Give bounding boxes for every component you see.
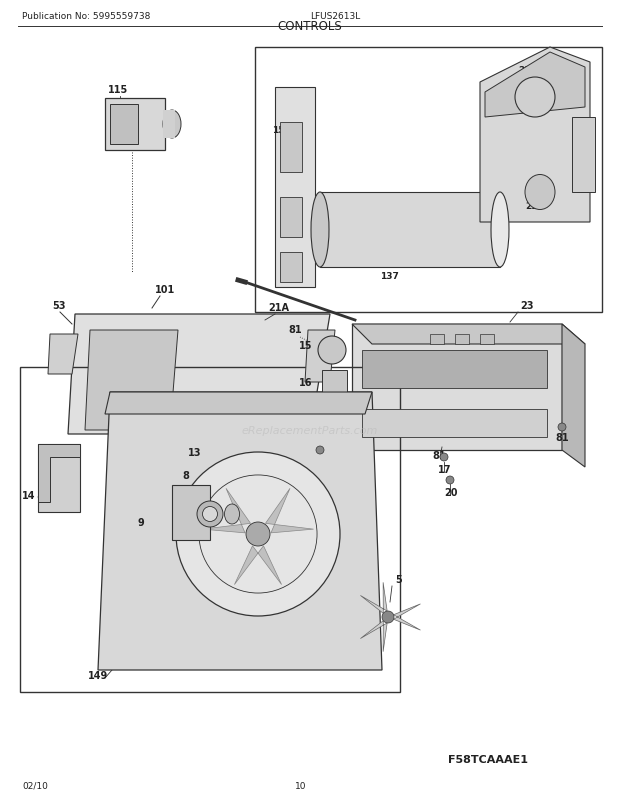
Polygon shape [480, 48, 590, 223]
Ellipse shape [163, 111, 181, 139]
Circle shape [446, 476, 454, 484]
Text: 17: 17 [438, 464, 451, 475]
Ellipse shape [203, 507, 218, 522]
Text: 210: 210 [525, 202, 544, 211]
Text: Publication No: 5995559738: Publication No: 5995559738 [22, 12, 151, 21]
Polygon shape [105, 392, 372, 415]
Text: 02/10: 02/10 [22, 781, 48, 790]
Polygon shape [234, 546, 281, 585]
Circle shape [176, 452, 340, 616]
Bar [110, 105, 138, 145]
Bar [320, 192, 500, 268]
Polygon shape [360, 582, 387, 614]
Text: 151: 151 [272, 126, 291, 135]
Bar [172, 485, 210, 541]
Text: 81: 81 [555, 432, 569, 443]
Polygon shape [265, 488, 314, 533]
Bar [280, 253, 302, 282]
Text: 137: 137 [380, 272, 399, 281]
Polygon shape [352, 325, 585, 345]
Text: 9: 9 [138, 517, 144, 528]
Polygon shape [68, 314, 330, 435]
Ellipse shape [197, 501, 223, 528]
Text: 15: 15 [298, 341, 312, 350]
Text: CONTROLS: CONTROLS [278, 20, 342, 33]
Circle shape [246, 522, 270, 546]
Circle shape [515, 78, 555, 118]
Circle shape [558, 423, 566, 431]
Text: 115: 115 [108, 85, 128, 95]
Bar [105, 99, 165, 151]
Text: 21: 21 [282, 267, 296, 277]
Polygon shape [485, 53, 585, 118]
Text: F58TCAAAE1: F58TCAAAE1 [448, 754, 528, 764]
Circle shape [318, 337, 346, 365]
Polygon shape [98, 392, 382, 670]
Bar [38, 444, 80, 512]
Text: 10: 10 [295, 781, 306, 790]
Text: eReplacementParts.com: eReplacementParts.com [242, 426, 378, 436]
Polygon shape [562, 325, 585, 468]
Text: 81: 81 [295, 451, 309, 460]
Bar [362, 350, 547, 388]
Circle shape [316, 447, 324, 455]
Text: 81: 81 [432, 451, 446, 460]
Text: 21A: 21A [268, 302, 289, 313]
Ellipse shape [491, 192, 509, 268]
Text: LFUS2613L: LFUS2613L [310, 12, 360, 21]
Polygon shape [85, 330, 178, 431]
Text: 13: 13 [188, 448, 202, 457]
Bar [455, 334, 469, 345]
Polygon shape [394, 604, 420, 630]
Polygon shape [305, 330, 335, 383]
Text: 14: 14 [22, 490, 35, 500]
Circle shape [440, 453, 448, 461]
Bar [362, 410, 547, 437]
Bar [430, 334, 444, 345]
Text: 149: 149 [88, 670, 108, 680]
Polygon shape [38, 444, 80, 502]
Text: 210A: 210A [518, 66, 544, 75]
Bar [163, 111, 175, 139]
Ellipse shape [224, 504, 239, 525]
Bar [20, 367, 400, 692]
Polygon shape [203, 488, 250, 533]
Ellipse shape [525, 176, 555, 210]
Bar [255, 48, 602, 313]
Text: 5: 5 [395, 574, 402, 585]
Polygon shape [275, 88, 315, 288]
Text: 8: 8 [182, 471, 189, 480]
Polygon shape [360, 621, 387, 652]
Bar [280, 123, 302, 172]
Polygon shape [48, 334, 78, 375]
Ellipse shape [311, 192, 329, 268]
Text: 16: 16 [298, 378, 312, 387]
Text: 101: 101 [155, 285, 175, 294]
Text: 23: 23 [520, 301, 533, 310]
Text: 20: 20 [444, 488, 458, 497]
Bar [480, 334, 494, 345]
Text: 53: 53 [52, 301, 66, 310]
Polygon shape [352, 325, 562, 451]
Text: 81: 81 [288, 325, 301, 334]
Text: 139: 139 [572, 149, 591, 158]
Circle shape [382, 611, 394, 623]
Bar [280, 198, 302, 237]
Bar [322, 371, 347, 392]
Polygon shape [572, 118, 595, 192]
